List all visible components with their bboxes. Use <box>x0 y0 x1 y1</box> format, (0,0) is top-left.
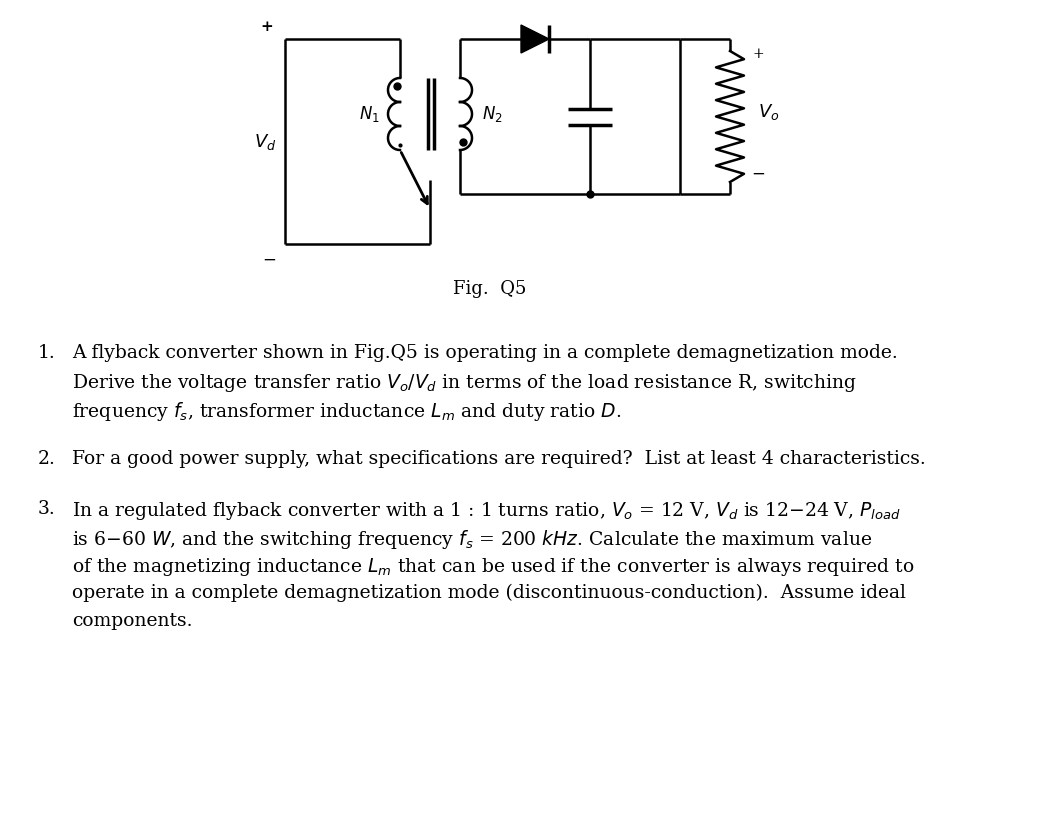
Text: $N_1$: $N_1$ <box>359 104 380 124</box>
Text: $N_2$: $N_2$ <box>482 104 503 124</box>
Text: frequency $f_s$, transformer inductance $L_m$ and duty ratio $D$.: frequency $f_s$, transformer inductance … <box>72 400 621 423</box>
Text: of the magnetizing inductance $L_m$ that can be used if the converter is always : of the magnetizing inductance $L_m$ that… <box>72 556 915 578</box>
Polygon shape <box>521 25 549 53</box>
Text: Fig.  Q5: Fig. Q5 <box>453 280 527 298</box>
Text: $V_o$: $V_o$ <box>758 102 780 122</box>
Text: Derive the voltage transfer ratio $V_o/V_d$ in terms of the load resistance R, s: Derive the voltage transfer ratio $V_o/V… <box>72 372 857 394</box>
Text: In a regulated flyback converter with a 1 : 1 turns ratio, $V_o$ = 12 V, $V_d$ i: In a regulated flyback converter with a … <box>72 500 901 522</box>
Text: +: + <box>752 47 764 61</box>
Text: For a good power supply, what specifications are required?  List at least 4 char: For a good power supply, what specificat… <box>72 450 926 468</box>
Text: 1.: 1. <box>38 344 56 362</box>
Text: +: + <box>261 20 274 34</box>
Text: 2.: 2. <box>38 450 56 468</box>
Text: $V_d$: $V_d$ <box>254 132 277 152</box>
Text: −: − <box>751 165 765 183</box>
Text: −: − <box>262 252 276 269</box>
Text: 3.: 3. <box>38 500 56 518</box>
Text: is 6−60 $W$, and the switching frequency $f_s$ = 200 $kHz$. Calculate the maximu: is 6−60 $W$, and the switching frequency… <box>72 528 872 551</box>
Text: operate in a complete demagnetization mode (discontinuous-conduction).  Assume i: operate in a complete demagnetization mo… <box>72 584 906 602</box>
Text: A flyback converter shown in Fig.Q5 is operating in a complete demagnetization m: A flyback converter shown in Fig.Q5 is o… <box>72 344 897 362</box>
Text: components.: components. <box>72 612 193 630</box>
